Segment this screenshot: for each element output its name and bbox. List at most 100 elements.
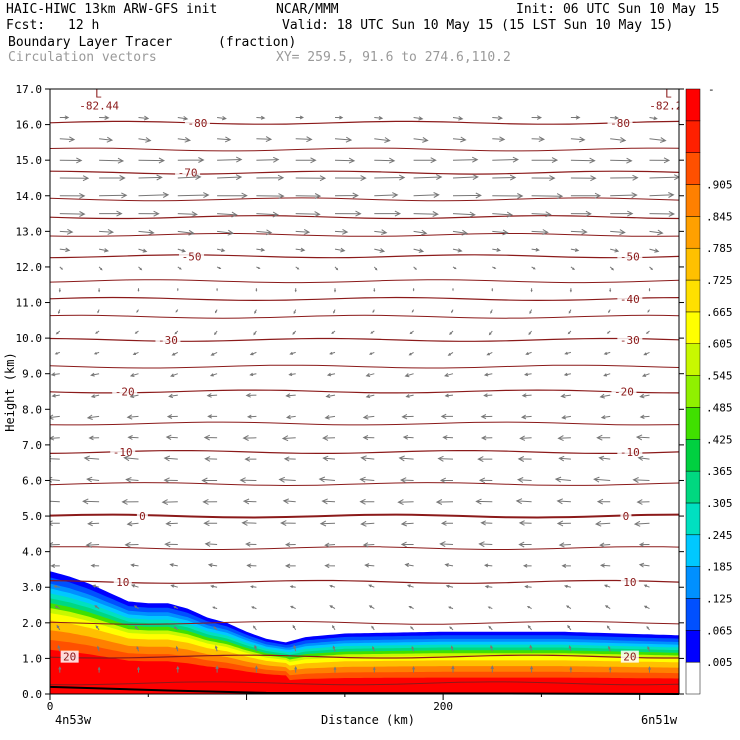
wind-vector: [596, 434, 611, 441]
wind-vector: [58, 666, 62, 673]
wind-vector: [530, 288, 533, 293]
wind-vector: [177, 115, 189, 121]
wind-vector: [610, 157, 633, 164]
colorbar-label: .605: [706, 338, 733, 351]
wind-vector: [50, 520, 60, 527]
y-tick-label: 2.0: [22, 617, 42, 630]
isoline: [50, 620, 679, 625]
wind-vector: [97, 309, 100, 314]
wind-vector: [59, 192, 86, 199]
wind-vector: [252, 625, 257, 631]
wind-vector: [520, 414, 532, 420]
wind-vector: [527, 625, 532, 631]
wind-vector: [255, 288, 258, 292]
wind-vector: [292, 624, 297, 631]
wind-vector: [593, 476, 611, 483]
wind-vector: [334, 115, 344, 120]
wind-vector: [603, 584, 611, 588]
wind-vector: [217, 211, 238, 218]
wind-vector: [177, 157, 205, 163]
wind-vector: [249, 372, 257, 377]
wind-vector: [413, 229, 428, 236]
wind-vector: [249, 351, 257, 356]
colorbar: .005 .065 .125 .185 .245 .305 .365 .425 .485 .545…: [685, 83, 733, 695]
wind-vector: [242, 435, 257, 441]
wind-vector: [641, 373, 650, 377]
wind-vector: [133, 605, 139, 610]
isoline: [50, 364, 679, 369]
wind-vector: [175, 309, 179, 313]
wind-vector: [452, 136, 467, 143]
wind-vector: [487, 606, 493, 610]
wind-vector: [492, 211, 514, 218]
wind-vector: [294, 665, 298, 673]
wind-vector: [480, 520, 493, 526]
wind-vector: [295, 136, 313, 143]
wind-vector: [256, 156, 280, 163]
isoline: [50, 314, 679, 319]
wind-vector: [334, 136, 353, 143]
colorbar-swatch: [685, 120, 701, 153]
wind-vector: [241, 519, 257, 526]
isotherm-label: -30: [620, 334, 640, 347]
wind-vector: [50, 498, 60, 503]
wind-vector: [643, 351, 650, 356]
wind-vector: [86, 414, 100, 420]
wind-vector: [329, 351, 336, 355]
wind-vector: [50, 414, 60, 420]
wind-vector: [284, 542, 296, 548]
wind-vector: [409, 330, 414, 335]
wind-vector: [82, 498, 100, 505]
colorbar-swatch: [685, 661, 701, 695]
wind-vector: [486, 351, 493, 356]
wind-vector: [202, 498, 218, 505]
y-tick-label: 12.0: [16, 261, 43, 274]
isotherm--60: [50, 215, 679, 220]
wind-vector: [173, 606, 179, 610]
wind-vector: [295, 175, 327, 182]
wind-vector: [253, 330, 257, 336]
wind-vector: [374, 137, 391, 143]
wind-vector: [98, 248, 110, 253]
wind-vector: [138, 115, 150, 121]
wind-vector: [217, 174, 243, 181]
wind-vector: [408, 351, 414, 356]
x-tick-label: 200: [433, 700, 453, 713]
wind-vector: [517, 456, 532, 462]
wind-vector: [444, 563, 454, 568]
wind-vector: [97, 666, 101, 673]
wind-vector: [374, 174, 406, 181]
isoline: [50, 421, 679, 426]
wind-vector: [569, 288, 572, 293]
isotherm-label: -20: [614, 386, 634, 399]
wind-vector: [649, 137, 667, 143]
wind-vector: [478, 541, 493, 548]
wind-vector: [570, 136, 586, 143]
wind-vector: [207, 414, 218, 419]
wind-vector: [359, 498, 375, 505]
wind-vector: [374, 192, 399, 199]
wind-vector: [245, 392, 257, 398]
wind-vector: [250, 585, 257, 589]
wind-vector: [368, 584, 375, 588]
wind-vector: [480, 414, 493, 420]
wind-vector: [373, 288, 376, 293]
wind-vector: [637, 455, 650, 461]
wind-vector: [437, 455, 454, 462]
wind-vector: [50, 372, 60, 377]
wind-vector: [51, 393, 60, 398]
isotherm-label-bg: [611, 385, 637, 398]
wind-vector: [649, 174, 679, 181]
wind-vector: [529, 644, 533, 652]
wind-vector: [649, 192, 675, 198]
colorbar-swatch: [685, 502, 701, 536]
wind-vector: [405, 394, 414, 398]
wind-vector: [488, 330, 493, 336]
wind-vector: [177, 266, 182, 270]
wind-vector: [280, 520, 296, 527]
wind-vector: [570, 115, 581, 120]
wind-vector: [452, 156, 479, 163]
wind-vector: [59, 247, 71, 253]
wind-vector: [439, 477, 454, 484]
wind-vector: [452, 192, 482, 199]
